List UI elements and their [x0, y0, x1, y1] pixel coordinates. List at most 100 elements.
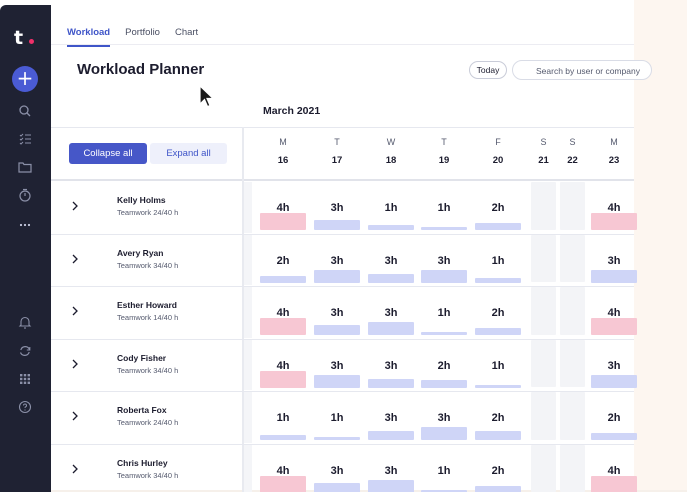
- add-button[interactable]: +: [12, 66, 38, 92]
- hours-label[interactable]: 2h: [276, 254, 290, 267]
- search-icon[interactable]: [17, 103, 33, 119]
- hours-label[interactable]: 3h: [384, 359, 398, 372]
- chevron-right-icon[interactable]: [71, 411, 79, 421]
- hours-label[interactable]: 4h: [276, 464, 290, 477]
- workload-bar[interactable]: [314, 269, 360, 283]
- workload-bar[interactable]: [314, 325, 360, 335]
- workload-bar[interactable]: [368, 479, 414, 492]
- hours-label[interactable]: 2h: [491, 464, 505, 477]
- user-name[interactable]: Roberta Fox: [117, 405, 167, 415]
- workload-bar[interactable]: [591, 433, 637, 440]
- overload-bar[interactable]: [260, 475, 306, 492]
- overload-bar[interactable]: [591, 475, 637, 492]
- hours-label[interactable]: 4h: [607, 464, 621, 477]
- workload-bar[interactable]: [368, 225, 414, 230]
- chevron-right-icon[interactable]: [71, 254, 79, 264]
- hours-label[interactable]: 3h: [384, 464, 398, 477]
- hours-label[interactable]: 3h: [330, 254, 344, 267]
- workload-bar[interactable]: [421, 269, 467, 283]
- workload-bar[interactable]: [368, 378, 414, 388]
- hours-label[interactable]: 2h: [491, 307, 505, 319]
- expand-all-button[interactable]: Expand all: [150, 143, 227, 164]
- apps-grid-icon[interactable]: [17, 371, 33, 387]
- workload-bar[interactable]: [314, 220, 360, 230]
- user-name[interactable]: Cody Fisher: [117, 352, 167, 363]
- workload-bar[interactable]: [260, 275, 306, 283]
- chevron-right-icon[interactable]: [71, 359, 79, 369]
- hours-label[interactable]: 1h: [384, 202, 398, 214]
- workload-bar[interactable]: [314, 482, 360, 492]
- hours-label[interactable]: 4h: [276, 307, 290, 319]
- hours-label[interactable]: 2h: [491, 202, 505, 214]
- tab-workload[interactable]: Workload: [67, 27, 111, 47]
- user-name[interactable]: Esther Howard: [117, 300, 177, 310]
- workload-bar[interactable]: [421, 379, 467, 388]
- workload-bar[interactable]: [475, 277, 521, 283]
- hours-label[interactable]: 1h: [437, 202, 451, 214]
- overload-bar[interactable]: [591, 318, 637, 335]
- workload-bar[interactable]: [475, 223, 521, 230]
- workload-bar[interactable]: [368, 431, 414, 440]
- chevron-right-icon[interactable]: [71, 201, 79, 211]
- overload-bar[interactable]: [260, 370, 306, 388]
- hours-label[interactable]: 3h: [330, 464, 344, 477]
- hours-label[interactable]: 4h: [607, 202, 621, 214]
- tab-portfolio[interactable]: Portfolio: [125, 27, 160, 38]
- workload-bar[interactable]: [421, 489, 467, 492]
- hours-label[interactable]: 3h: [384, 412, 398, 424]
- workload-bar[interactable]: [475, 485, 521, 492]
- hours-label[interactable]: 2h: [437, 359, 451, 372]
- sync-icon[interactable]: [17, 343, 33, 359]
- workload-bar[interactable]: [368, 322, 414, 335]
- workload-bar[interactable]: [421, 332, 467, 335]
- hours-label[interactable]: 3h: [607, 359, 621, 372]
- hours-label[interactable]: 3h: [384, 307, 398, 319]
- user-name[interactable]: Chris Hurley: [117, 457, 168, 468]
- workload-bar[interactable]: [591, 269, 637, 283]
- overload-bar[interactable]: [260, 318, 306, 335]
- hours-label[interactable]: 1h: [276, 412, 290, 424]
- timer-icon[interactable]: [17, 187, 33, 203]
- hours-label[interactable]: 1h: [437, 307, 451, 319]
- workload-bar[interactable]: [591, 374, 637, 388]
- hours-label[interactable]: 2h: [491, 412, 505, 424]
- tab-chart[interactable]: Chart: [174, 27, 199, 38]
- folder-icon[interactable]: [17, 159, 33, 175]
- workload-bar[interactable]: [421, 427, 467, 440]
- search-box[interactable]: [512, 60, 652, 80]
- workload-bar[interactable]: [368, 273, 414, 283]
- workload-bar[interactable]: [260, 435, 306, 440]
- bell-icon[interactable]: [17, 314, 33, 330]
- workload-bar[interactable]: [314, 437, 360, 440]
- hours-label[interactable]: 3h: [384, 254, 398, 267]
- more-icon[interactable]: [17, 217, 33, 233]
- workload-bar[interactable]: [421, 227, 467, 230]
- hours-label[interactable]: 3h: [330, 202, 344, 214]
- workload-bar[interactable]: [475, 384, 521, 388]
- hours-label[interactable]: 3h: [607, 254, 621, 267]
- hours-label[interactable]: 1h: [437, 464, 451, 477]
- hours-label[interactable]: 3h: [437, 254, 451, 267]
- overload-bar[interactable]: [591, 213, 637, 230]
- search-input[interactable]: [536, 63, 651, 78]
- collapse-all-button[interactable]: Collapse all: [69, 143, 147, 164]
- user-name[interactable]: Avery Ryan: [117, 247, 164, 258]
- chevron-right-icon[interactable]: [71, 464, 79, 474]
- hours-label[interactable]: 4h: [607, 307, 621, 319]
- today-button[interactable]: Today: [469, 61, 507, 79]
- chevron-right-icon[interactable]: [71, 306, 79, 316]
- hours-label[interactable]: 1h: [491, 254, 505, 267]
- hours-label[interactable]: 3h: [330, 307, 344, 319]
- hours-label[interactable]: 3h: [437, 412, 451, 424]
- user-name[interactable]: Kelly Holms: [117, 195, 166, 205]
- workload-bar[interactable]: [475, 431, 521, 440]
- hours-label[interactable]: 1h: [491, 359, 505, 372]
- workload-bar[interactable]: [475, 328, 521, 335]
- help-icon[interactable]: [17, 399, 33, 415]
- workload-bar[interactable]: [314, 374, 360, 388]
- hours-label[interactable]: 4h: [276, 202, 290, 214]
- hours-label[interactable]: 4h: [276, 359, 290, 372]
- hours-label[interactable]: 3h: [330, 359, 344, 372]
- list-icon[interactable]: [17, 131, 33, 147]
- hours-label[interactable]: 2h: [607, 412, 621, 424]
